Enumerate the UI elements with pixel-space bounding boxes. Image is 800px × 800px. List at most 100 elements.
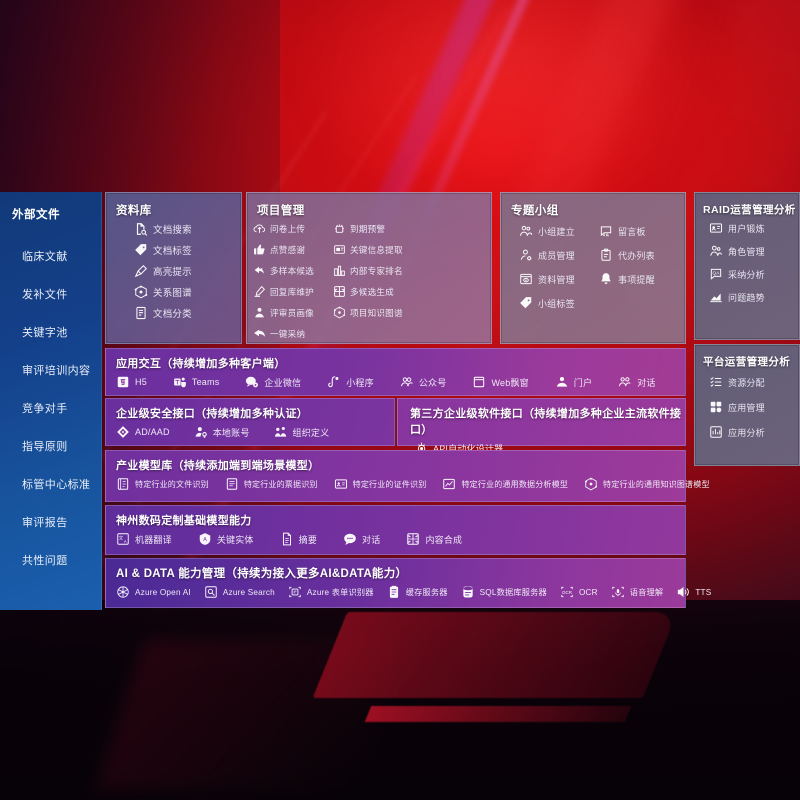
topic-item-grid: 小组建立 留言板 成员管理 代办列表 资料管理 事项提醒 — [501, 218, 685, 320]
project-item-key-info-extract[interactable]: 关键信息提取 — [333, 243, 413, 256]
raid-item-adoption-analysis[interactable]: QA 采纳分析 — [709, 267, 799, 281]
dcits-item-summary[interactable]: 摘要 — [280, 532, 317, 546]
aidata-item-sql-database[interactable]: SQL数据库服务器 — [461, 585, 547, 599]
library-item-document-classify[interactable]: 文档分类 — [134, 306, 241, 320]
aidata-item-label: Azure Open AI — [135, 587, 191, 597]
ai-data-capability-items: Azure Open AI Azure Search Azure 表单识别器 缓… — [106, 581, 711, 599]
interaction-item-label: 小程序 — [346, 377, 374, 388]
project-management-title: 项目管理 — [257, 205, 305, 217]
project-item-reply-library[interactable]: 回复库维护 — [253, 285, 333, 298]
sidebar-item-clinical-literature[interactable]: 临床文献 — [22, 251, 68, 263]
platform-item-label: 应用管理 — [728, 402, 765, 413]
interaction-item-portal[interactable]: 门户 — [555, 375, 592, 389]
project-item-multi-candidate-gen[interactable]: 多候选生成 — [333, 285, 413, 298]
aidata-item-cache-server[interactable]: 缓存服务器 — [387, 585, 448, 599]
security-item-ad-aad[interactable]: AD/AAD — [116, 425, 170, 439]
project-item-knowledge-graph[interactable]: 项目知识图谱 — [333, 306, 413, 319]
interaction-item-official-account[interactable]: 公众号 — [400, 375, 447, 389]
industry-item-label: 特定行业的证件识别 — [352, 479, 427, 489]
security-item-org-definition[interactable]: 组织定义 — [274, 425, 330, 439]
project-item-label: 多候选生成 — [350, 286, 394, 297]
project-item-multi-sample-candidate[interactable]: 多样本候选 — [253, 264, 333, 277]
dcits-item-content-synthesis[interactable]: 内容合成 — [406, 532, 462, 546]
bell-icon — [599, 272, 613, 286]
interaction-item-miniprogram[interactable]: 小程序 — [327, 375, 374, 389]
library-item-label: 文档分类 — [153, 309, 192, 320]
sidebar-item-supplement-files[interactable]: 发补文件 — [22, 289, 68, 301]
raid-item-role-management[interactable]: 角色管理 — [709, 244, 799, 258]
industry-item-file-recognition[interactable]: 特定行业的文件识别 — [116, 477, 209, 491]
industry-item-id-recognition[interactable]: 特定行业的证件识别 — [334, 477, 427, 491]
platform-item-app-analytics[interactable]: 应用分析 — [709, 425, 799, 439]
dcits-item-dialog[interactable]: 对话 — [343, 532, 380, 546]
sidebar-item-review-training[interactable]: 审评培训内容 — [22, 365, 91, 377]
security-item-local-account[interactable]: 本地账号 — [194, 425, 250, 439]
interaction-item-teams[interactable]: Teams — [173, 375, 220, 389]
topic-item-event-reminder[interactable]: 事项提醒 — [599, 272, 679, 286]
aidata-item-form-recognizer[interactable]: Azure 表单识别器 — [288, 585, 374, 599]
sidebar-item-standards-center[interactable]: 标管中心标准 — [22, 479, 91, 491]
topic-item-group-tag[interactable]: 小组标签 — [519, 296, 599, 310]
aidata-item-label: Azure Search — [222, 587, 275, 597]
aidata-item-label: TTS — [695, 587, 712, 597]
interaction-item-h5[interactable]: H5 — [116, 375, 147, 389]
aidata-item-azure-openai[interactable]: Azure Open AI — [116, 585, 191, 599]
knowledge-graph-icon — [333, 306, 346, 319]
topic-item-group-create[interactable]: 小组建立 — [519, 224, 599, 238]
aidata-item-tts[interactable]: TTS — [676, 585, 711, 599]
library-item-highlight[interactable]: 高亮提示 — [134, 264, 241, 278]
interaction-item-label: Teams — [191, 377, 220, 387]
interaction-item-label: 门户 — [573, 377, 593, 388]
sidebar-item-review-report[interactable]: 审评报告 — [22, 517, 68, 529]
industry-item-receipt-recognition[interactable]: 特定行业的票据识别 — [225, 477, 318, 491]
svg-text:文: 文 — [119, 535, 124, 542]
interaction-item-label: 企业微信 — [264, 377, 302, 388]
project-item-expiry-alert[interactable]: 到期预警 — [333, 222, 413, 235]
topic-item-member-management[interactable]: 成员管理 — [519, 248, 599, 262]
id-recognition-icon — [334, 477, 348, 491]
platform-item-resource-allocation[interactable]: 资源分配 — [709, 375, 799, 389]
project-item-reviewer-portrait[interactable]: 评审员画像 — [253, 306, 333, 319]
topic-item-message-board[interactable]: 留言板 — [599, 224, 679, 238]
sidebar-item-competitors[interactable]: 竞争对手 — [22, 403, 68, 415]
multi-arrow-back-icon — [253, 264, 266, 277]
project-item-one-click-adopt[interactable]: 一键采纳 — [253, 327, 333, 340]
platform-operations-panel: 平台运营管理分析 资源分配 应用管理 应用分析 — [694, 344, 800, 466]
interaction-item-dialog[interactable]: 对话 — [618, 375, 655, 389]
library-title: 资料库 — [116, 205, 152, 217]
sidebar-item-common-issues[interactable]: 共性问题 — [22, 555, 68, 567]
industry-model-bar: 产业模型库（持续添加端到端场景模型） 特定行业的文件识别 特定行业的票据识别 特… — [105, 450, 709, 502]
interaction-item-wechat-work[interactable]: 企业微信 — [245, 375, 301, 389]
topic-item-material-management[interactable]: 资料管理 — [519, 272, 599, 286]
aidata-item-ocr[interactable]: OCR OCR — [560, 585, 598, 599]
people-icon — [709, 244, 723, 258]
sidebar-item-guidelines[interactable]: 指导原则 — [22, 441, 68, 453]
aidata-item-voice-understanding[interactable]: 语音理解 — [611, 585, 664, 599]
dcits-item-label: 内容合成 — [425, 534, 463, 545]
voice-understanding-icon — [611, 585, 625, 599]
industry-model-title: 产业模型库（持续添加端到端场景模型） — [116, 460, 320, 472]
library-item-document-tag[interactable]: 文档标签 — [134, 243, 241, 257]
dcits-item-label: 关键实体 — [216, 534, 254, 545]
third-party-interface-title: 第三方企业级软件接口（持续增加多种企业主流软件接口） — [410, 408, 682, 436]
project-item-expert-ranking[interactable]: 内部专家排名 — [333, 264, 413, 277]
project-item-thumbs-up[interactable]: 点赞感谢 — [253, 243, 333, 256]
sidebar-item-keyword-pool[interactable]: 关键字池 — [22, 327, 68, 339]
industry-item-knowledge-graph-model[interactable]: 特定行业的通用知识图谱模型 — [584, 477, 710, 491]
interaction-item-web-popup[interactable]: Web飘窗 — [472, 375, 529, 389]
platform-item-app-management[interactable]: 应用管理 — [709, 400, 799, 414]
thirdparty-item-label: API自动化设计器 — [433, 443, 504, 454]
library-item-relation-graph[interactable]: 关系图谱 — [134, 285, 241, 299]
industry-item-label: 特定行业的通用数据分析模型 — [461, 479, 569, 489]
topic-item-label: 代办列表 — [618, 250, 655, 261]
project-item-questionnaire-upload[interactable]: 问卷上传 — [253, 222, 333, 235]
project-item-label: 评审员画像 — [270, 307, 314, 318]
raid-item-user-training[interactable]: 用户锻炼 — [709, 221, 799, 235]
library-item-document-search[interactable]: 文档搜索 — [134, 222, 241, 236]
topic-item-todo-list[interactable]: 代办列表 — [599, 248, 679, 262]
industry-item-data-analysis-model[interactable]: 特定行业的通用数据分析模型 — [442, 477, 568, 491]
dcits-item-key-entity[interactable]: A 关键实体 — [198, 532, 254, 546]
raid-item-issue-trend[interactable]: 问题趋势 — [709, 290, 799, 304]
aidata-item-azure-search[interactable]: Azure Search — [204, 585, 275, 599]
